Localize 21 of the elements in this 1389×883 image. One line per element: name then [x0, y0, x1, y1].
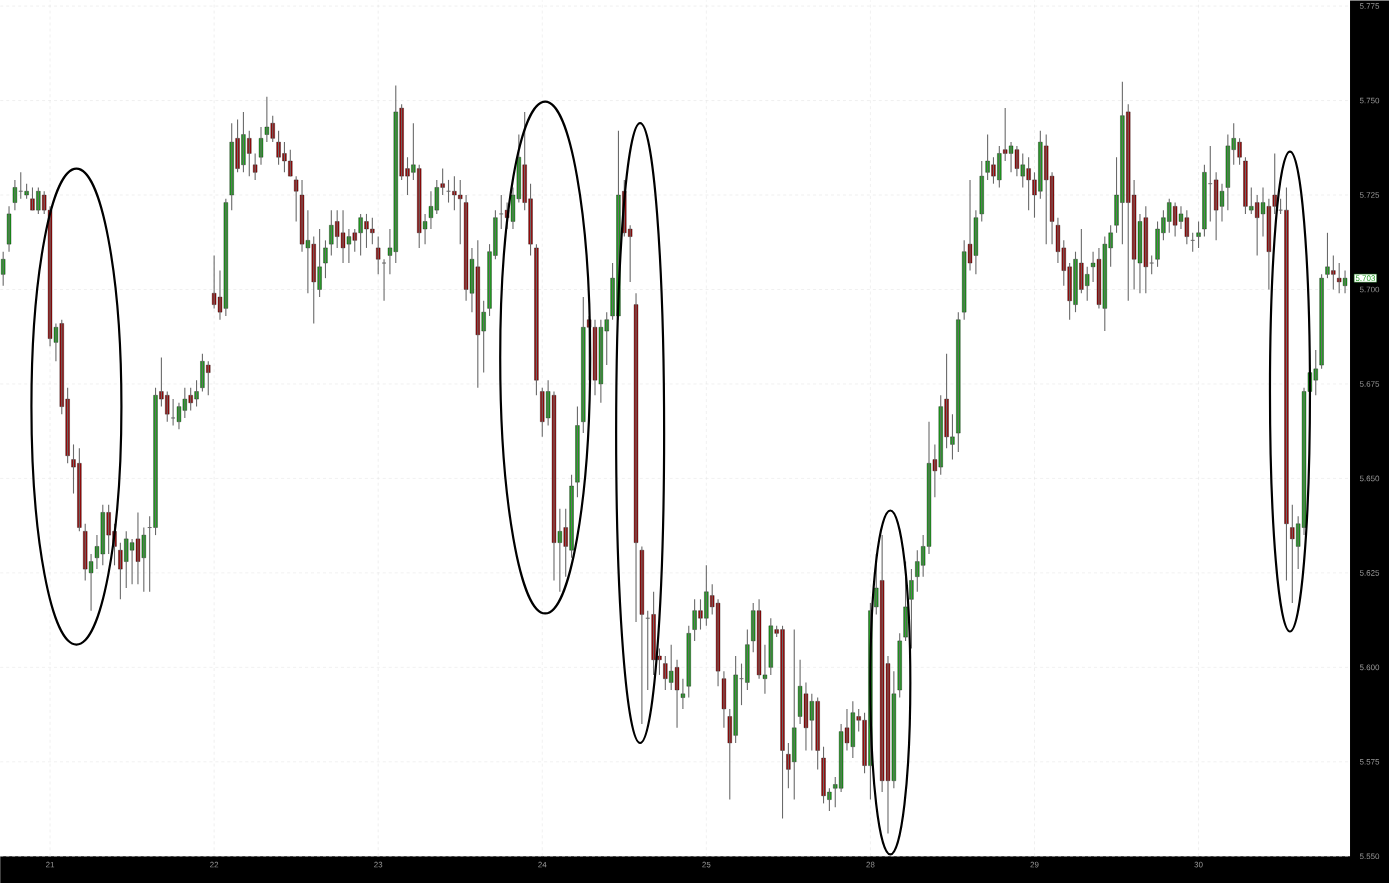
candlestick [721, 670, 727, 729]
candlestick [381, 258, 387, 302]
candlestick [979, 160, 984, 222]
candlestick [1, 251, 6, 287]
candlestick [499, 194, 504, 230]
candlestick [1149, 254, 1154, 275]
candlestick [258, 126, 264, 166]
candlestick [956, 311, 961, 453]
candlestick [686, 625, 691, 698]
candlestick [1190, 232, 1195, 253]
candlestick [745, 628, 750, 691]
candlestick [1319, 273, 1324, 370]
candlestick [6, 205, 12, 253]
candlestick [534, 243, 539, 396]
candlestick [897, 632, 902, 698]
candlestick [376, 235, 381, 275]
candlestick [1196, 220, 1201, 249]
candlestick [294, 175, 299, 222]
candlestick [323, 239, 328, 279]
candlestick [633, 292, 639, 623]
candlestick [575, 405, 580, 498]
